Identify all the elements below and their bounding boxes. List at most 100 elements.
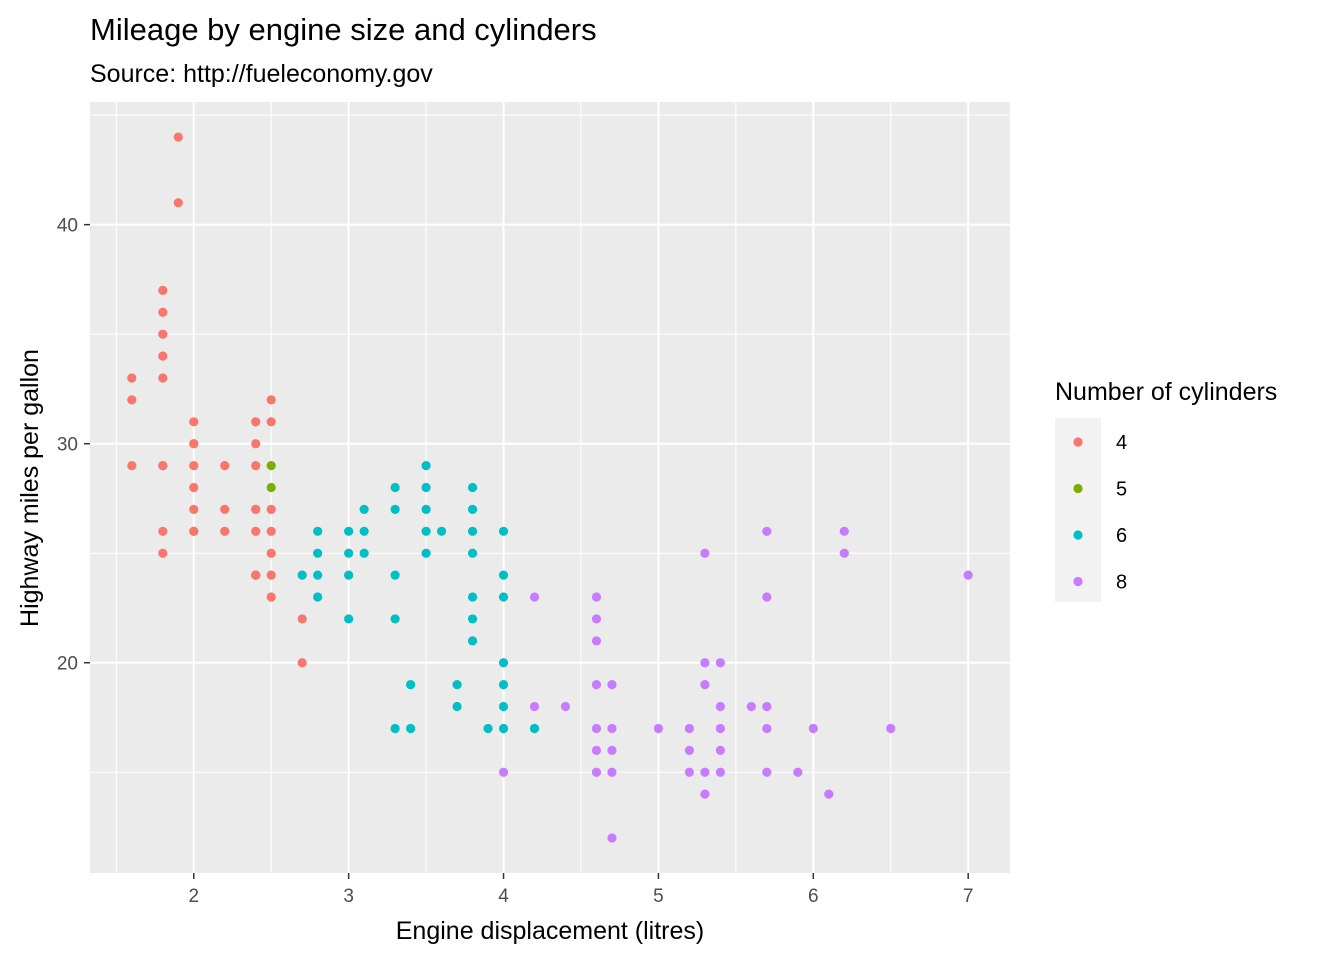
data-point-cyl-8 bbox=[591, 767, 602, 777]
data-point-cyl-8 bbox=[607, 680, 617, 690]
data-point-cyl-6 bbox=[498, 680, 509, 690]
minor-gridlines bbox=[90, 102, 1010, 873]
legend-label-cyl-6: 6 bbox=[1116, 525, 1127, 547]
data-point-cyl-8 bbox=[529, 701, 540, 712]
data-point-cyl-8 bbox=[963, 570, 973, 580]
x-tick-label: 7 bbox=[963, 886, 974, 907]
data-point-cyl-8 bbox=[700, 548, 710, 558]
data-point-cyl-8 bbox=[591, 723, 602, 734]
data-point-cyl-6 bbox=[498, 701, 509, 712]
y-tick-label: 20 bbox=[57, 654, 78, 675]
data-point-cyl-4 bbox=[158, 373, 168, 383]
data-point-cyl-8 bbox=[700, 767, 710, 777]
data-point-cyl-8 bbox=[591, 592, 602, 602]
plot-panel bbox=[90, 102, 1010, 873]
data-point-cyl-4 bbox=[173, 132, 183, 142]
data-point-cyl-6 bbox=[406, 723, 416, 734]
data-point-cyl-4 bbox=[266, 570, 276, 580]
data-point-cyl-6 bbox=[313, 526, 323, 536]
data-point-cyl-4 bbox=[220, 460, 230, 471]
data-point-cyl-4 bbox=[266, 548, 276, 558]
data-point-cyl-6 bbox=[421, 504, 431, 515]
data-point-cyl-4 bbox=[158, 460, 168, 471]
data-point-cyl-6 bbox=[467, 482, 478, 493]
data-point-cyl-8 bbox=[700, 658, 710, 668]
data-point-cyl-6 bbox=[529, 723, 540, 734]
data-point-cyl-8 bbox=[839, 526, 849, 536]
data-point-cyl-4 bbox=[189, 526, 199, 536]
data-point-cyl-8 bbox=[762, 592, 772, 602]
data-point-cyl-6 bbox=[344, 548, 354, 558]
data-point-cyl-6 bbox=[344, 570, 354, 580]
data-point-cyl-5 bbox=[266, 482, 276, 493]
data-point-cyl-8 bbox=[591, 680, 602, 690]
data-point-cyl-6 bbox=[359, 548, 369, 558]
data-point-cyl-4 bbox=[158, 526, 168, 536]
data-point-cyl-6 bbox=[344, 614, 354, 624]
data-point-cyl-8 bbox=[607, 833, 617, 843]
data-point-cyl-6 bbox=[313, 592, 323, 602]
data-point-cyl-4 bbox=[189, 417, 199, 427]
data-point-cyl-4 bbox=[189, 439, 199, 449]
data-point-cyl-8 bbox=[591, 614, 602, 624]
y-axis-title: Highway miles per gallon bbox=[16, 349, 44, 627]
data-point-cyl-4 bbox=[173, 198, 183, 208]
data-point-cyl-4 bbox=[158, 307, 168, 317]
chart-subtitle: Source: http://fueleconomy.gov bbox=[90, 60, 433, 88]
data-point-cyl-4 bbox=[127, 460, 137, 471]
data-point-cyl-6 bbox=[421, 526, 431, 536]
data-point-cyl-5 bbox=[266, 460, 276, 471]
data-point-cyl-8 bbox=[684, 767, 694, 777]
data-point-cyl-8 bbox=[591, 636, 602, 646]
legend-title: Number of cylinders bbox=[1055, 378, 1277, 406]
data-point-cyl-6 bbox=[467, 636, 478, 646]
data-point-cyl-4 bbox=[251, 504, 261, 515]
data-point-cyl-4 bbox=[251, 439, 261, 449]
data-point-cyl-6 bbox=[390, 723, 400, 734]
data-point-cyl-6 bbox=[359, 504, 369, 515]
data-point-cyl-4 bbox=[158, 285, 168, 295]
data-point-cyl-8 bbox=[839, 548, 849, 558]
data-point-cyl-6 bbox=[452, 701, 462, 712]
data-point-cyl-4 bbox=[189, 460, 199, 471]
data-point-cyl-6 bbox=[390, 570, 400, 580]
data-point-cyl-6 bbox=[421, 548, 431, 558]
data-point-cyl-6 bbox=[390, 614, 400, 624]
data-point-cyl-4 bbox=[158, 329, 168, 339]
data-point-cyl-8 bbox=[700, 789, 710, 799]
data-point-cyl-6 bbox=[467, 526, 478, 536]
y-axis: 20 30 40 bbox=[57, 216, 90, 675]
data-point-cyl-6 bbox=[436, 526, 447, 536]
legend-label-cyl-4: 4 bbox=[1116, 432, 1127, 454]
legend-key-cyl-6 bbox=[1073, 530, 1083, 540]
data-point-cyl-8 bbox=[700, 680, 710, 690]
data-point-cyl-4 bbox=[127, 395, 137, 405]
data-point-cyl-8 bbox=[808, 723, 818, 734]
data-point-cyl-6 bbox=[467, 614, 478, 624]
y-tick-label: 40 bbox=[57, 216, 78, 237]
x-axis: 2 3 4 5 6 7 bbox=[188, 873, 973, 907]
data-point-cyl-6 bbox=[313, 548, 323, 558]
data-points bbox=[127, 132, 973, 843]
data-point-cyl-8 bbox=[653, 723, 664, 734]
data-point-cyl-4 bbox=[266, 526, 276, 536]
data-point-cyl-8 bbox=[793, 767, 803, 777]
data-point-cyl-4 bbox=[158, 351, 168, 361]
x-tick-label: 5 bbox=[653, 886, 664, 907]
data-point-cyl-6 bbox=[313, 570, 323, 580]
legend-label-cyl-8: 8 bbox=[1116, 572, 1127, 594]
data-point-cyl-6 bbox=[467, 548, 478, 558]
data-point-cyl-6 bbox=[467, 592, 478, 602]
data-point-cyl-4 bbox=[220, 526, 230, 536]
data-point-cyl-6 bbox=[297, 570, 307, 580]
data-point-cyl-6 bbox=[498, 570, 509, 580]
data-point-cyl-4 bbox=[297, 614, 307, 624]
data-point-cyl-4 bbox=[220, 504, 230, 515]
data-point-cyl-4 bbox=[251, 526, 261, 536]
data-point-cyl-8 bbox=[684, 723, 694, 734]
data-point-cyl-6 bbox=[344, 526, 354, 536]
legend: Number of cylinders 4 5 6 8 bbox=[1055, 378, 1277, 602]
legend-key-background bbox=[1055, 418, 1101, 602]
data-point-cyl-6 bbox=[406, 680, 416, 690]
y-tick-label: 30 bbox=[57, 435, 78, 456]
